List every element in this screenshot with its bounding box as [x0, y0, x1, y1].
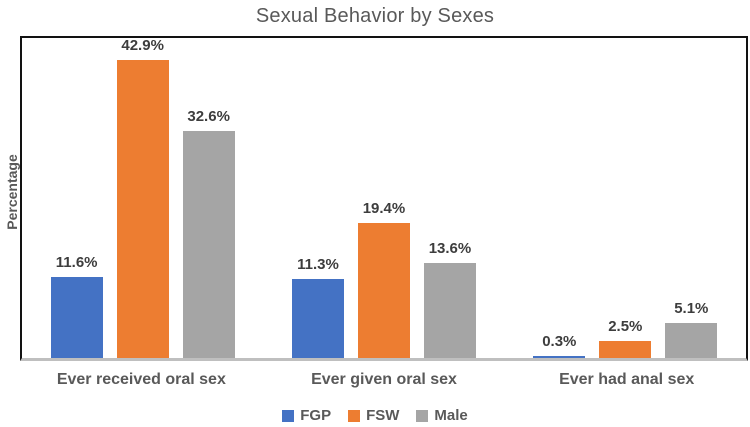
bar-value-label: 0.3%: [542, 333, 577, 350]
legend-item: FSW: [348, 407, 399, 424]
chart-title: Sexual Behavior by Sexes: [255, 5, 495, 27]
bar-group: 11.3% 19.4% 13.6%: [263, 38, 504, 358]
y-axis-label: Percentage: [4, 154, 20, 230]
x-axis-category-labels: Ever received oral sex Ever given oral se…: [20, 371, 748, 389]
bar-fsw: [357, 223, 410, 358]
bar-male: [665, 323, 718, 358]
bar-fsw: [599, 341, 652, 358]
bar-cell: 13.6%: [423, 240, 476, 358]
legend-swatch-male: [416, 409, 429, 422]
legend-swatch-fgp: [282, 409, 295, 422]
bar-cell: 11.3%: [291, 256, 344, 358]
bar-value-label: 42.9%: [121, 37, 164, 54]
bar-cell: 11.6%: [50, 254, 103, 358]
bar-value-label: 32.6%: [187, 108, 230, 125]
bar-cell: 32.6%: [182, 108, 235, 358]
bar-fsw: [116, 60, 169, 358]
bar-value-label: 5.1%: [674, 300, 709, 317]
bar-group: 11.6% 42.9% 32.6%: [22, 37, 263, 358]
bar-value-label: 11.3%: [297, 256, 339, 273]
bar-value-label: 11.6%: [55, 254, 98, 271]
plot-area: 11.6% 42.9% 32.6% 11.3% 19.4% 13.6% 0.3% 2.5% 5.…: [20, 36, 748, 361]
bar-cell: 19.4%: [357, 200, 410, 358]
bar-value-label: 2.5%: [608, 318, 643, 335]
legend-item: FGP: [282, 407, 331, 424]
bar-cell: 0.3%: [533, 333, 586, 358]
bar-value-label: 13.6%: [428, 240, 472, 257]
bar-fgp: [291, 279, 344, 358]
bar-cell: 2.5%: [599, 318, 652, 358]
bar-value-label: 19.4%: [362, 200, 406, 217]
legend-label: FSW: [366, 407, 400, 424]
legend-label: FGP: [300, 407, 332, 424]
x-category-label: Ever had anal sex: [559, 371, 695, 388]
bar-cell: 42.9%: [116, 37, 169, 358]
legend-item: Male: [416, 407, 468, 424]
bar-group: 0.3% 2.5% 5.1%: [505, 38, 746, 358]
bar-fgp: [50, 277, 103, 358]
bar-male: [182, 131, 235, 358]
bar-cell: 5.1%: [665, 300, 718, 358]
x-category-label: Ever given oral sex: [311, 371, 457, 388]
legend: FGP FSW Male: [0, 407, 750, 424]
legend-label: Male: [434, 407, 468, 424]
legend-swatch-fsw: [348, 409, 361, 422]
bar-male: [423, 263, 476, 358]
x-category-label: Ever received oral sex: [56, 371, 226, 388]
bar-fgp: [533, 356, 586, 358]
